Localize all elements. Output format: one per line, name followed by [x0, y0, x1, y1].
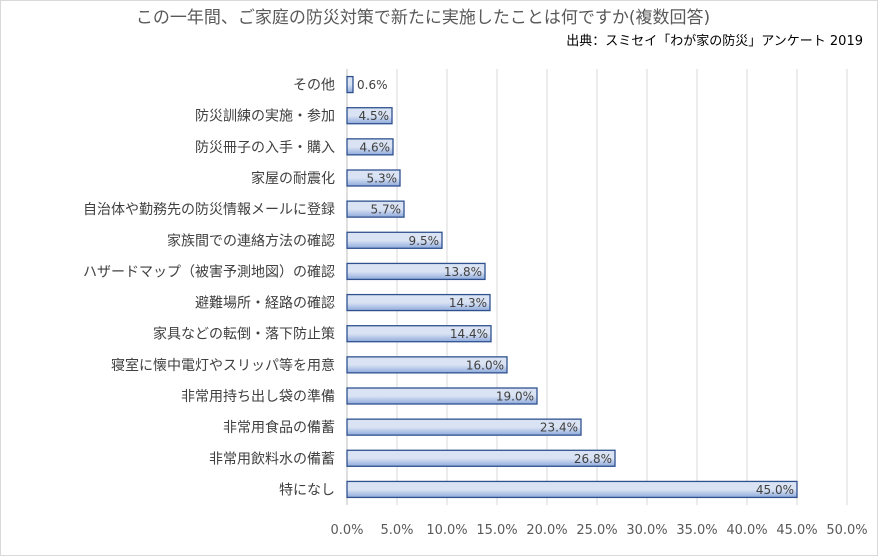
x-tick-label: 50.0%	[826, 523, 867, 538]
x-tick-label: 20.0%	[526, 523, 567, 538]
bar	[346, 293, 491, 312]
bar	[346, 325, 492, 343]
x-tick-label: 30.0%	[626, 523, 667, 538]
data-label: 23.4%	[540, 421, 578, 435]
category-label: 非常用持ち出し袋の準備	[181, 389, 335, 405]
x-tick-label: 45.0%	[776, 523, 817, 538]
x-tick-label: 40.0%	[726, 523, 767, 538]
x-tick-label: 10.0%	[426, 523, 467, 538]
data-label: 16.0%	[466, 358, 504, 372]
category-label: その他	[293, 78, 335, 94]
x-tick-label: 0.0%	[330, 523, 363, 538]
category-label: 自治体や勤務先の防災情報メールに登録	[83, 202, 335, 218]
bars	[346, 75, 798, 499]
category-labels: その他防災訓練の実施・参加防災冊子の入手・購入家屋の耐震化自治体や勤務先の防災情…	[83, 78, 335, 499]
data-label: 4.5%	[359, 109, 390, 123]
category-label: 家具などの転倒・落下防止策	[153, 326, 335, 343]
bar	[346, 231, 443, 249]
bar	[346, 200, 405, 218]
data-label: 14.3%	[449, 296, 487, 310]
data-label: 0.6%	[357, 78, 388, 92]
category-label: 家屋の耐震化	[251, 170, 335, 187]
gridlines	[346, 69, 848, 505]
data-label: 9.5%	[409, 234, 440, 248]
data-label: 14.4%	[450, 327, 488, 341]
bar	[346, 262, 486, 281]
data-label: 13.8%	[444, 265, 482, 279]
data-labels: 0.6% 4.5% 4.6% 5.3% 5.7% 9.5% 13.8% 14.3% 14.4% 1…	[357, 78, 794, 497]
x-tick-label: 35.0%	[676, 523, 717, 538]
category-label: 非常用食品の備蓄	[223, 419, 335, 436]
x-tick-label: 5.0%	[380, 523, 413, 538]
x-tick-labels: 0.0% 5.0% 10.0% 15.0% 20.0% 25.0% 30.0% 35.0% 40…	[330, 523, 867, 538]
bar	[346, 356, 508, 374]
x-tick-label: 15.0%	[476, 523, 517, 538]
category-label: 寝室に懐中電灯やスリッパ等を用意	[111, 357, 335, 374]
data-label: 5.7%	[371, 203, 402, 217]
data-label: 4.6%	[360, 140, 391, 154]
x-tick-label: 25.0%	[576, 523, 617, 538]
category-label: 非常用飲料水の備蓄	[209, 451, 335, 467]
category-label: 防災冊子の入手・購入	[195, 140, 335, 156]
bar	[346, 169, 401, 187]
chart-source: 出典：スミセイ「わが家の防災」アンケート 2019	[566, 33, 863, 49]
data-label: 5.3%	[367, 172, 398, 186]
category-label: 避難場所・経路の確認	[195, 296, 335, 312]
category-label: 家族間での連絡方法の確認	[167, 232, 335, 249]
bar	[346, 480, 798, 499]
bar	[346, 107, 393, 125]
category-label: ハザードマップ（被害予測地図）の確認	[83, 264, 335, 280]
bar	[346, 418, 582, 436]
bar	[346, 138, 394, 156]
bar	[346, 387, 538, 405]
data-label: 26.8%	[574, 452, 612, 466]
bar	[346, 75, 354, 94]
data-label: 19.0%	[496, 390, 534, 404]
category-label: 特になし	[279, 482, 335, 498]
category-label: 防災訓練の実施・参加	[195, 108, 335, 125]
data-label: 45.0%	[756, 483, 794, 497]
chart-title: この一年間、ご家庭の防災対策で新たに実施したことは何ですか(複数回答)	[136, 8, 710, 28]
bar	[346, 449, 616, 467]
